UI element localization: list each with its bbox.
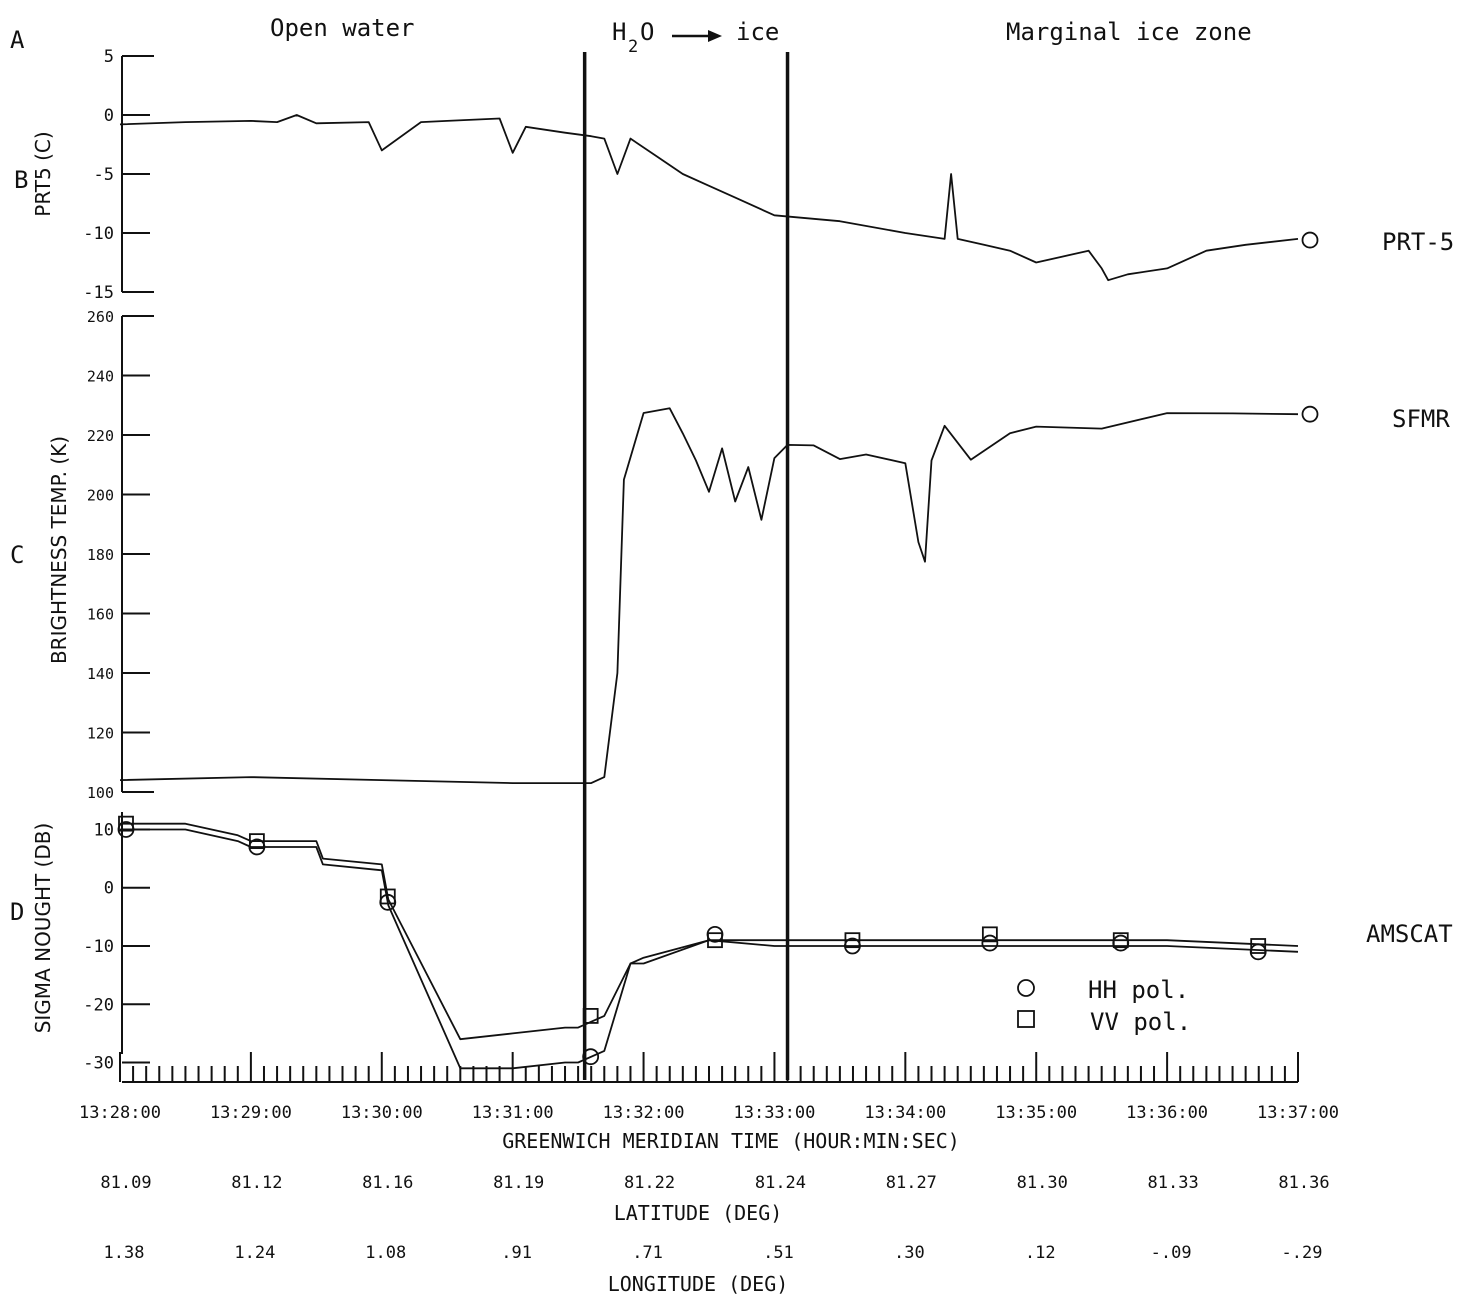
time-tick-label: 13:29:00 — [210, 1103, 292, 1123]
time-tick-label: 13:32:00 — [603, 1103, 685, 1123]
latitude-value: 81.30 — [1017, 1173, 1068, 1193]
time-tick-labels: 13:28:00 13:29:00 13:30:00 13:31:00 13:32:00… — [79, 1103, 1339, 1123]
marker-square-vv-pol — [248, 833, 265, 850]
panel-c-ytick-label: 180 — [87, 546, 114, 564]
series-line-prt-5 — [119, 114, 1299, 282]
longitude-value: 1.24 — [234, 1243, 275, 1263]
latitude-values: 81.09 81.12 81.16 81.19 81.22 81.24 81.27 81.30… — [100, 1173, 1329, 1193]
time-tick-label: 13:31:00 — [472, 1103, 554, 1123]
time-tick-label: 13:34:00 — [864, 1103, 946, 1123]
marker-square-vv-pol — [707, 932, 723, 949]
panel-b-ylabel: PRT5 (C) — [31, 131, 55, 216]
marker-circle-hh-pol — [1249, 943, 1267, 961]
panel-b-ytick-label: -5 — [94, 165, 114, 185]
longitude-value: .12 — [1025, 1243, 1056, 1263]
latitude-value: 81.24 — [755, 1173, 806, 1193]
region-transition-h: H — [612, 18, 626, 46]
time-tick-label: 13:30:00 — [341, 1103, 423, 1123]
marker-circle-hh-pol — [1112, 934, 1130, 952]
panel-d-ytick-label: -10 — [83, 937, 114, 957]
label-amscat: AMSCAT — [1366, 920, 1453, 948]
time-tick-label: 13:35:00 — [995, 1103, 1077, 1123]
panel-d-ytick-label: -30 — [83, 1054, 114, 1074]
panel-c-ytick-label: 140 — [87, 665, 114, 683]
marker-square-vv-pol — [379, 888, 396, 905]
panel-letter-d: D — [10, 898, 24, 926]
panel-d-ylabel: SIGMA NOUGHT (DB) — [31, 823, 55, 1034]
region-open-water: Open water — [270, 14, 415, 42]
marker-circle-sfmr — [1301, 405, 1319, 423]
longitude-value: .91 — [501, 1243, 532, 1263]
longitude-label: LONGITUDE (DEG) — [608, 1272, 789, 1296]
longitude-value: 1.08 — [365, 1243, 406, 1263]
region-transition-o: O — [640, 18, 654, 46]
panel-c-ytick-label: 240 — [87, 368, 114, 386]
time-tick-label: 13:36:00 — [1126, 1103, 1208, 1123]
marker-square-vv-pol — [118, 815, 134, 832]
panel-letter-c: C — [10, 541, 24, 569]
legend: HH pol. VV pol. — [1017, 976, 1191, 1036]
panel-c-brightness: 260 240 220 200 180 160 140 120 100 — [87, 308, 1319, 802]
time-tick-label: 13:28:00 — [79, 1103, 161, 1123]
latitude-value: 81.36 — [1278, 1173, 1329, 1193]
panel-d-ytick-label: -20 — [83, 995, 114, 1015]
x-axis-title: GREENWICH MERIDIAN TIME (HOUR:MIN:SEC) — [502, 1129, 960, 1153]
panel-b-ytick-label: -15 — [83, 283, 114, 303]
panel-c-ytick-label: 260 — [87, 308, 114, 326]
transition-arrow-icon — [672, 30, 722, 42]
region-transition-sub: 2 — [628, 37, 638, 57]
panel-d-ytick-label: 0 — [104, 879, 114, 899]
panel-c-ytick-label: 120 — [87, 725, 114, 743]
latitude-value: 81.22 — [624, 1173, 675, 1193]
region-transition-ice: ice — [736, 18, 779, 46]
longitude-value: -.29 — [1282, 1243, 1323, 1263]
longitude-value: -.09 — [1151, 1243, 1192, 1263]
latitude-value: 81.27 — [886, 1173, 937, 1193]
panel-b-ytick-label: -10 — [83, 224, 114, 244]
panel-c-ytick-label: 100 — [87, 784, 114, 802]
marker-square-vv-pol — [844, 932, 861, 949]
longitude-values: 1.38 1.24 1.08 .91 .71 .51 .30 .12 -.09 -.29 — [104, 1243, 1323, 1263]
legend-vv-square-icon — [1017, 1010, 1035, 1028]
marker-circle-hh-pol — [981, 934, 999, 952]
longitude-value: .30 — [894, 1243, 925, 1263]
marker-square-vv-pol — [981, 926, 998, 943]
panel-c-ytick-label: 200 — [87, 487, 114, 505]
panel-b-ytick-label: 0 — [104, 106, 114, 126]
longitude-value: .71 — [632, 1243, 663, 1263]
latitude-value: 81.19 — [493, 1173, 544, 1193]
time-tick-label: 13:37:00 — [1257, 1103, 1339, 1123]
latitude-value: 81.33 — [1148, 1173, 1199, 1193]
latitude-value: 81.16 — [362, 1173, 413, 1193]
series-line-vv-pol — [120, 822, 1299, 1041]
panel-c-ytick-label: 160 — [87, 606, 114, 624]
longitude-value: .51 — [763, 1243, 794, 1263]
panel-d-sigma: 10 0 -10 -20 -30 — [83, 812, 1299, 1074]
panel-letter-a: A — [10, 26, 25, 54]
marker-square-vv-pol — [1250, 938, 1267, 954]
legend-hh-circle-icon — [1017, 979, 1035, 997]
latitude-value: 81.09 — [100, 1173, 151, 1193]
series-line-hh-pol — [120, 828, 1299, 1070]
panel-b-ytick-label: 5 — [104, 47, 114, 67]
marker-circle-prt-5 — [1301, 231, 1319, 249]
region-marginal-ice-zone: Marginal ice zone — [1006, 18, 1252, 46]
longitude-value: 1.38 — [104, 1243, 145, 1263]
panel-d-ytick-label: 10 — [94, 820, 114, 840]
marker-square-vv-pol — [1112, 932, 1129, 949]
legend-vv-label: VV pol. — [1090, 1008, 1191, 1036]
legend-hh-label: HH pol. — [1088, 976, 1189, 1004]
label-sfmr: SFMR — [1392, 405, 1450, 433]
time-tick-label: 13:33:00 — [733, 1103, 815, 1123]
panel-c-ytick-label: 220 — [87, 427, 114, 445]
panel-letter-b: B — [14, 166, 28, 194]
label-prt-5: PRT-5 — [1382, 228, 1454, 256]
series-line-sfmr — [119, 407, 1299, 784]
latitude-label: LATITUDE (DEG) — [614, 1201, 783, 1225]
panel-b-prt5: 5 0 -5 -10 -15 — [83, 47, 1319, 303]
panel-c-ylabel: BRIGHTNESS TEMP. (K) — [47, 436, 71, 664]
latitude-value: 81.12 — [231, 1173, 282, 1193]
